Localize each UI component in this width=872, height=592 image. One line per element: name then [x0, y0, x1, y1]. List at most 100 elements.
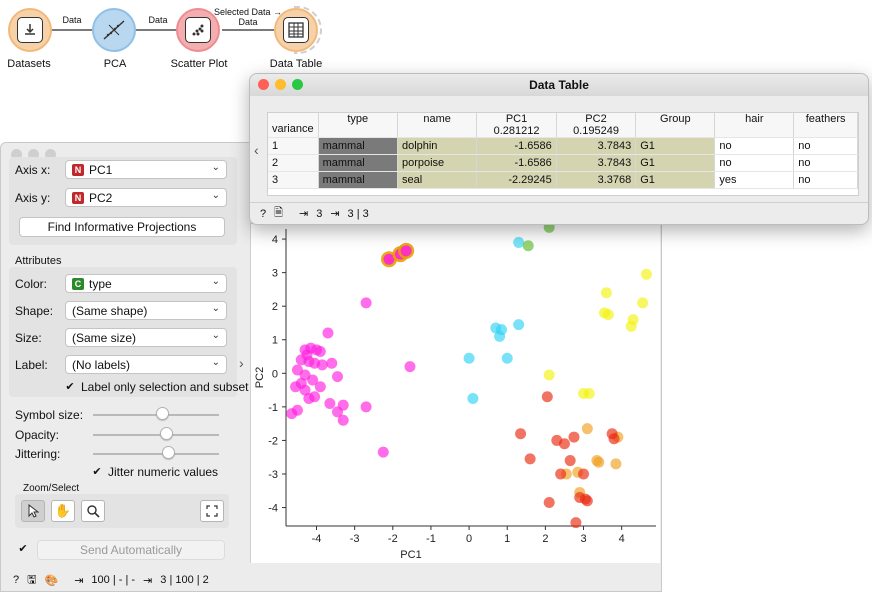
zoom-button[interactable] [292, 79, 303, 90]
table-row[interactable]: 2 mammal porpoise -1.6586 3.7843 G1 no n… [268, 154, 858, 172]
datasets-node[interactable] [8, 8, 52, 52]
column-header[interactable]: feathers [793, 113, 858, 138]
column-label: name [423, 113, 451, 125]
column-header[interactable]: Group [635, 113, 716, 138]
opacity-slider[interactable] [159, 427, 173, 440]
zoom-tool-button[interactable] [81, 500, 105, 522]
y-tick-label: -3 [268, 469, 278, 481]
table-row[interactable]: 3 mammal seal -2.29245 3.3768 G1 yes no [268, 171, 858, 189]
close-button[interactable] [11, 149, 22, 160]
symbol-size-slider[interactable] [155, 407, 169, 420]
palette-icon[interactable]: 🎨 [44, 574, 59, 587]
pointer-tool-button[interactable] [21, 500, 45, 522]
table-cell[interactable]: G1 [635, 154, 716, 172]
jittering-track[interactable] [93, 453, 219, 455]
column-header[interactable]: hair [714, 113, 795, 138]
jitter-numeric-checkbox[interactable]: ✔ Jitter numeric values [91, 465, 218, 479]
pca-node[interactable] [92, 8, 136, 52]
column-header[interactable]: PC2 0.195249 [556, 113, 637, 138]
table-cell[interactable]: -2.29245 [476, 171, 557, 189]
data-point [291, 404, 303, 416]
table-cell[interactable]: -1.6586 [476, 154, 557, 172]
data-point [324, 398, 336, 410]
data-point [295, 377, 307, 389]
data-point [602, 309, 614, 321]
sidebar-toggle-arrow-icon[interactable]: ‹ [254, 142, 259, 158]
plot-area[interactable]: -4 -3 -2 -1 0 1 2 3 4 4 3 2 1 0 -1 -2 -3 -4 PC1 PC2 [250, 221, 661, 564]
scatter-plot-svg[interactable]: -4 -3 -2 -1 0 1 2 3 4 4 3 2 1 0 -1 -2 -3 -4 PC1 PC2 [251, 221, 661, 564]
link-pca-scatter[interactable] [136, 29, 178, 31]
shape-combo[interactable]: (Same shape) ⌄ [65, 301, 227, 320]
data-point [337, 414, 349, 426]
data-point [640, 268, 652, 280]
report-icon[interactable]: 🗎 [274, 207, 283, 219]
table-cell[interactable]: yes [714, 171, 795, 189]
find-informative-projections-button[interactable]: Find Informative Projections [19, 217, 225, 237]
opacity-track[interactable] [93, 434, 219, 436]
column-header[interactable]: type [318, 113, 398, 138]
numeric-badge-icon: N [72, 163, 84, 176]
minimize-button[interactable] [28, 149, 39, 160]
link-scatter-table[interactable] [222, 29, 274, 31]
scatter-plot-node[interactable] [176, 8, 220, 52]
jittering-slider[interactable] [162, 446, 176, 459]
pan-tool-button[interactable]: ✋ [51, 500, 75, 522]
table-cell[interactable]: mammal [318, 137, 398, 155]
table-cell[interactable]: G1 [635, 171, 716, 189]
help-icon[interactable]: ? [13, 574, 20, 586]
link-datasets-pca[interactable] [50, 29, 92, 31]
table-cell[interactable]: -1.6586 [476, 137, 557, 155]
save-icon[interactable]: 🖫 [27, 573, 37, 586]
input-icon: ⇥ [298, 208, 309, 220]
x-tick-label: 3 [580, 533, 586, 545]
table-cell[interactable]: porpoise [397, 154, 478, 172]
data-point [301, 349, 313, 361]
table-cell[interactable]: no [793, 171, 858, 189]
row-header-title: variance [268, 113, 319, 138]
table-cell[interactable]: dolphin [397, 137, 478, 155]
size-combo[interactable]: (Same size) ⌄ [65, 328, 227, 347]
data-table[interactable]: variance type name PC1 0.281212 PC2 0.1952… [268, 113, 858, 189]
help-icon[interactable]: ? [260, 207, 267, 220]
table-cell[interactable]: G1 [635, 137, 716, 155]
data-point [360, 297, 372, 309]
size-value: (Same size) [72, 330, 137, 345]
chevron-down-icon: ⌄ [211, 330, 220, 341]
data-point [583, 387, 595, 399]
data-table-window: Data Table ‹ variance type name PC1 0.281… [249, 73, 869, 225]
table-cell[interactable]: mammal [318, 171, 398, 189]
node-label: PCA [103, 58, 127, 70]
table-cell[interactable]: 3.7843 [556, 137, 637, 155]
data-point [608, 433, 620, 445]
close-button[interactable] [258, 79, 269, 90]
column-header[interactable]: PC1 0.281212 [476, 113, 557, 138]
table-row[interactable]: 1 mammal dolphin -1.6586 3.7843 G1 no no [268, 137, 858, 155]
table-cell[interactable]: seal [397, 171, 478, 189]
color-combo[interactable]: C type ⌄ [65, 274, 227, 293]
axis-y-combo[interactable]: N PC2 ⌄ [65, 188, 227, 207]
table-container: variance type name PC1 0.281212 PC2 0.1952… [267, 112, 859, 196]
table-cell[interactable]: no [714, 137, 795, 155]
numeric-badge-icon: N [72, 191, 84, 204]
table-cell[interactable]: 3.7843 [556, 154, 637, 172]
zoom-button[interactable] [45, 149, 56, 160]
label-only-selection-checkbox[interactable]: ✔ Label only selection and subset [64, 380, 248, 394]
panel-collapse-arrow-icon[interactable]: › [239, 355, 244, 371]
zoom-select-group [15, 494, 229, 528]
reset-zoom-button[interactable] [200, 500, 224, 522]
send-automatically-button[interactable]: Send Automatically [37, 540, 225, 560]
color-label: Color: [15, 276, 48, 291]
send-auto-checkbox[interactable]: ✔ [18, 543, 28, 555]
table-cell[interactable]: mammal [318, 154, 398, 172]
y-tick-label: 3 [272, 268, 278, 280]
table-cell[interactable]: no [793, 154, 858, 172]
axis-x-combo[interactable]: N PC1 ⌄ [65, 160, 227, 179]
x-tick-label: -4 [312, 533, 322, 545]
table-cell[interactable]: 3.3768 [556, 171, 637, 189]
table-cell[interactable]: no [793, 137, 858, 155]
data-point [322, 327, 334, 339]
column-header[interactable]: name [397, 113, 478, 138]
table-cell[interactable]: no [714, 154, 795, 172]
minimize-button[interactable] [275, 79, 286, 90]
label-combo[interactable]: (No labels) ⌄ [65, 355, 227, 374]
